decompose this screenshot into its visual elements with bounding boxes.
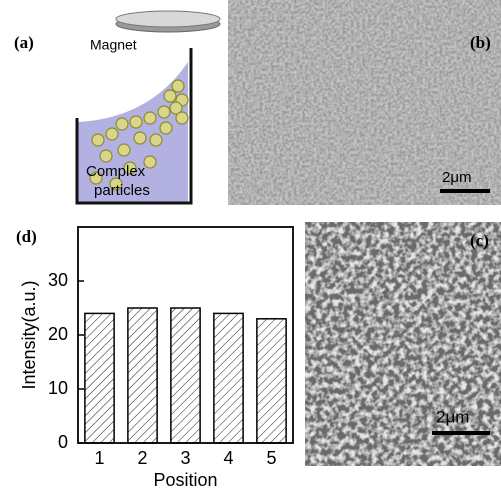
y-tick-label: 30 — [48, 270, 68, 290]
x-axis-label: Position — [153, 470, 217, 490]
panel-label: (b) — [470, 33, 491, 52]
x-tick-label: 3 — [180, 448, 190, 468]
y-tick-label: 0 — [58, 432, 68, 452]
particle — [171, 79, 185, 93]
bar — [256, 318, 287, 444]
bar — [84, 312, 115, 444]
bar — [170, 307, 201, 444]
particle — [143, 111, 157, 125]
particle — [99, 149, 113, 163]
particles-label: particles — [94, 182, 150, 199]
scale-bar-label: 2μm — [442, 169, 471, 186]
sem-image-b — [228, 0, 501, 205]
liquid — [78, 62, 188, 202]
magnet-label: Magnet — [90, 37, 137, 53]
particle — [89, 171, 103, 185]
x-tick-label: 4 — [223, 448, 233, 468]
particle — [105, 127, 119, 141]
container — [75, 48, 193, 205]
bar — [127, 307, 158, 444]
x-tick-label: 1 — [94, 448, 104, 468]
panel-label: (d) — [16, 227, 37, 246]
x-tick-label: 5 — [266, 448, 276, 468]
particle — [133, 131, 147, 145]
y-axis-label: Intensity(a.u.) — [19, 280, 39, 389]
magnet — [115, 10, 221, 28]
particles-label: Complex — [86, 163, 146, 180]
panel-label: (c) — [470, 231, 489, 250]
particle — [123, 161, 137, 175]
bar — [213, 312, 244, 444]
particle — [109, 177, 123, 191]
scale-bar-label: 2μm — [436, 407, 469, 426]
panel-label: (a) — [14, 33, 34, 52]
particle — [117, 143, 131, 157]
particle — [163, 89, 177, 103]
x-tick-label: 2 — [137, 448, 147, 468]
particle — [149, 133, 163, 147]
particle — [115, 117, 129, 131]
y-tick-label: 10 — [48, 378, 68, 398]
particles — [89, 79, 189, 191]
sem-image-c — [305, 222, 501, 466]
particle — [91, 133, 105, 147]
y-tick-label: 20 — [48, 324, 68, 344]
bar-chart: 0 10 20 30 1 2 3 4 5 Position Intensity(a.u.) — [19, 226, 294, 490]
particle — [169, 101, 183, 115]
particle — [129, 115, 143, 129]
particle — [175, 111, 189, 125]
plot-frame — [77, 226, 294, 444]
particle — [143, 155, 157, 169]
particle — [159, 121, 173, 135]
particle — [157, 105, 171, 119]
